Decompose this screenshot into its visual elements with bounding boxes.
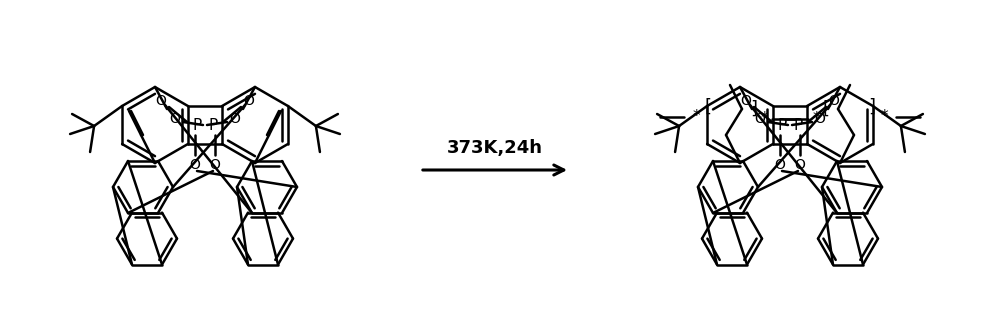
Text: [: [ — [704, 98, 712, 116]
Text: O: O — [741, 94, 751, 108]
Text: P: P — [192, 117, 202, 133]
Text: 373K,24h: 373K,24h — [447, 139, 543, 157]
Text: P: P — [793, 117, 803, 133]
Text: [: [ — [822, 100, 830, 118]
Text: P: P — [777, 117, 787, 133]
Text: O: O — [829, 94, 839, 108]
Text: O: O — [755, 112, 765, 126]
Text: ]: ] — [868, 98, 876, 116]
Text: P: P — [208, 117, 218, 133]
Text: O: O — [795, 158, 805, 172]
Text: O: O — [156, 94, 166, 108]
Text: ]: ] — [750, 100, 758, 118]
Text: O: O — [244, 94, 254, 108]
Text: O: O — [170, 112, 180, 126]
Text: *: * — [760, 112, 768, 127]
Text: O: O — [775, 158, 785, 172]
Text: *: * — [880, 110, 888, 125]
Text: *: * — [812, 112, 820, 127]
Text: O: O — [230, 112, 240, 126]
Text: *: * — [692, 110, 700, 125]
Text: O: O — [190, 158, 200, 172]
Text: O: O — [815, 112, 825, 126]
Text: O: O — [210, 158, 220, 172]
